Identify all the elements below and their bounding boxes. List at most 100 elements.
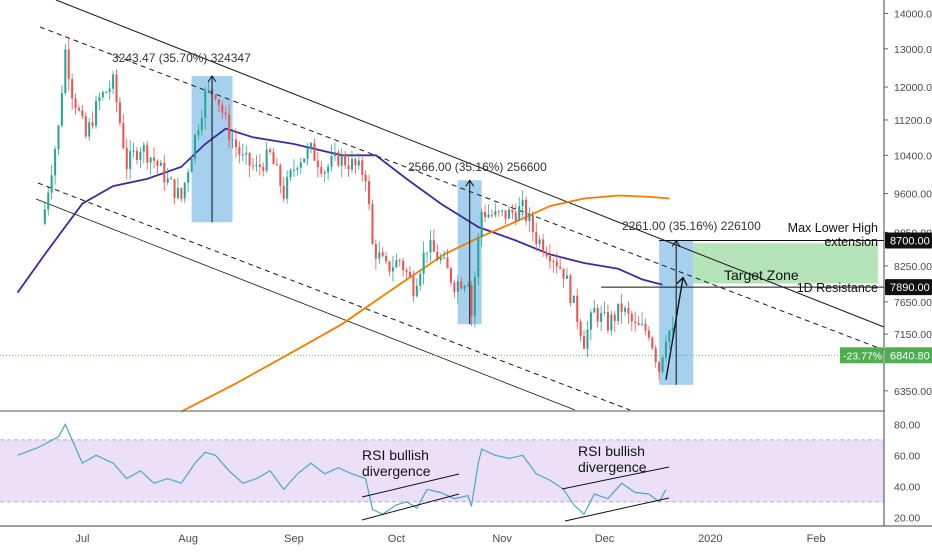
candle-body	[466, 285, 470, 287]
candle-body	[344, 155, 347, 166]
candle-body	[477, 237, 480, 277]
candle-body	[603, 312, 606, 314]
candle-body	[54, 149, 57, 176]
candle-body	[501, 210, 504, 212]
candle-body	[146, 145, 149, 163]
price-tick-label: 10400.00	[894, 150, 932, 162]
candle-body	[647, 330, 650, 338]
candle-body	[183, 182, 186, 199]
candle-2019-09-28	[385, 252, 388, 265]
candle-body	[596, 308, 599, 322]
candle-2019-09-11	[327, 163, 330, 180]
candle-body	[50, 175, 53, 193]
time-tick-label: Nov	[492, 533, 512, 545]
candle-body	[565, 275, 569, 279]
candle-2019-07-18	[139, 147, 142, 169]
candle-2019-06-26	[64, 43, 67, 96]
candle-body	[91, 122, 94, 126]
candle-2019-10-10	[426, 252, 429, 263]
candle-body	[286, 177, 289, 199]
candle-body	[664, 341, 667, 358]
candle-body	[88, 122, 91, 137]
candle-2019-07-09	[108, 80, 111, 100]
candle-2019-09-01	[292, 159, 295, 178]
candle-body	[204, 90, 207, 119]
candle-2019-12-03	[610, 310, 613, 336]
candle-2019-11-26	[586, 321, 589, 358]
candle-2019-10-21	[463, 284, 466, 293]
rsi-tick-label: 40.00	[894, 481, 920, 493]
rsi-tick-label: 20.00	[894, 512, 920, 524]
tag-max-lower-high-bg	[885, 232, 932, 249]
candle-2019-11-22	[572, 295, 575, 304]
candle-2019-11-18	[559, 256, 562, 270]
tag-resistance-value: 7890.00	[890, 282, 930, 294]
candle-2019-12-07	[623, 305, 627, 316]
candle-body	[337, 152, 340, 166]
price-tick-label: 8250.00	[894, 261, 932, 273]
time-tick-label: Sep	[284, 533, 304, 545]
candle-2019-08-03	[193, 133, 197, 164]
candle-2019-08-07	[207, 82, 210, 94]
candle-body	[176, 187, 179, 198]
candle-2019-12-19	[664, 335, 667, 362]
candle-body	[545, 252, 548, 257]
candle-2019-09-04	[303, 158, 306, 164]
candle-2019-07-20	[146, 140, 149, 170]
candle-body	[364, 174, 367, 182]
candle-2019-07-28	[173, 179, 176, 205]
candle-2019-07-29	[176, 177, 179, 200]
candle-2019-11-21	[569, 273, 572, 307]
candle-body	[586, 329, 589, 349]
candle-2019-10-05	[408, 266, 412, 278]
candle-body	[453, 282, 456, 293]
candle-body	[180, 187, 183, 199]
candle-body	[531, 215, 534, 232]
candle-2019-10-22	[466, 281, 470, 288]
tag-current-bg	[885, 347, 932, 364]
candle-body	[282, 185, 285, 199]
candle-body	[555, 261, 558, 267]
rsi-line	[17, 423, 667, 516]
candle-2019-07-01	[81, 105, 84, 119]
tag-current-value: 6840.80	[890, 350, 930, 362]
candle-body	[289, 170, 292, 178]
candle-body	[388, 261, 391, 272]
candle-2019-07-21	[149, 156, 152, 175]
candle-body	[579, 321, 582, 336]
candle-body	[470, 285, 473, 317]
candle-2019-09-05	[306, 143, 309, 166]
candle-2019-08-28	[279, 163, 282, 194]
candle-2019-10-28	[487, 204, 490, 219]
candle-body	[135, 150, 139, 160]
rsi-axis[interactable]: 80.00 60.00 40.00 20.00	[894, 419, 920, 524]
candles-layer	[43, 38, 674, 381]
candle-2019-12-18	[661, 356, 664, 374]
measure-arrow-aug	[207, 75, 217, 223]
candle-body	[306, 148, 309, 159]
candle-2019-11-09	[528, 207, 531, 232]
candle-2019-12-06	[620, 293, 623, 324]
candle-2019-12-12	[641, 312, 644, 327]
divergence-2-upper-line	[561, 466, 670, 490]
candle-body	[265, 149, 268, 171]
candle-body	[350, 159, 354, 170]
candle-2019-12-17	[658, 360, 661, 381]
measure-label-dec: 2261.00 (35.16%) 226100	[622, 219, 761, 233]
candle-2019-08-30	[286, 170, 289, 204]
candle-2019-06-21	[47, 187, 50, 216]
price-tick-label: 14000.00	[894, 8, 932, 20]
projection-arrow	[665, 276, 688, 380]
candle-body	[224, 112, 227, 115]
candle-body	[538, 239, 541, 245]
price-tick-label: 7650.00	[894, 297, 932, 309]
extension-label: extension	[824, 235, 878, 249]
max-lower-high-label: Max Lower High	[788, 221, 878, 235]
time-axis[interactable]: Jul Aug Sep Oct Nov Dec 2020 Feb	[75, 533, 825, 545]
candle-body	[303, 158, 306, 163]
candle-2019-06-20	[43, 202, 46, 226]
candle-2019-09-06	[310, 141, 313, 154]
tag-max-lower-high-value: 8700.00	[890, 236, 930, 248]
candle-body	[118, 102, 121, 124]
